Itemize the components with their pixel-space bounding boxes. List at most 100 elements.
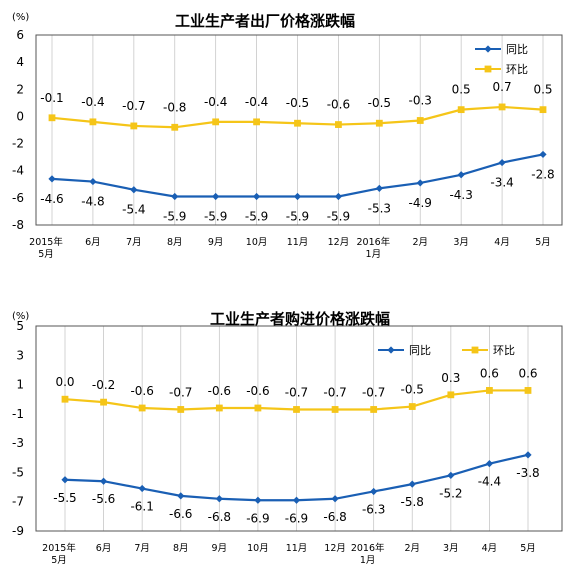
data-label: -5.9 bbox=[245, 210, 268, 224]
data-point bbox=[252, 192, 261, 201]
series-mom: -0.1 -0.4 -0.7 -0.8 -0.4 -0.4 -0.5 -0.6 -0.5 -0.3… bbox=[40, 80, 553, 131]
data-label: -6.9 bbox=[246, 511, 269, 525]
y-axis-unit: (%) bbox=[12, 12, 29, 23]
x-tick-label: 9月 bbox=[208, 237, 224, 248]
gridlines bbox=[64, 326, 529, 531]
legend-entry: 环比 bbox=[475, 63, 528, 76]
data-label: -0.8 bbox=[163, 100, 186, 114]
data-point bbox=[212, 192, 220, 201]
data-label: -0.3 bbox=[409, 94, 432, 108]
data-label: 0.6 bbox=[480, 366, 499, 380]
y-tick-label: 1 bbox=[16, 378, 24, 392]
data-label: -4.6 bbox=[40, 192, 63, 206]
data-label: -0.6 bbox=[246, 384, 269, 398]
data-label: -5.3 bbox=[368, 201, 391, 215]
data-label: -6.6 bbox=[169, 507, 192, 521]
x-tick-label: 2016年 bbox=[351, 542, 385, 554]
x-tick-label: 7月 bbox=[134, 543, 150, 554]
data-label: -0.1 bbox=[40, 91, 63, 105]
data-point bbox=[486, 387, 493, 394]
y-tick-label: -6 bbox=[12, 191, 24, 205]
data-label: -0.7 bbox=[323, 385, 346, 399]
chart-title: 工业生产者购进价格涨跌幅 bbox=[210, 310, 390, 328]
data-point bbox=[457, 106, 465, 114]
y-tick-label: -5 bbox=[12, 465, 24, 479]
data-point bbox=[212, 118, 220, 126]
data-point bbox=[539, 106, 547, 114]
y-tick-label: -3 bbox=[12, 436, 24, 450]
legend-entry: 同比 bbox=[378, 344, 431, 357]
x-tick-label: 2016年 bbox=[356, 236, 390, 248]
data-point bbox=[293, 406, 300, 413]
x-tick-label: 2月 bbox=[412, 237, 428, 248]
legend-marker bbox=[471, 346, 479, 354]
legend-entry: 同比 bbox=[475, 43, 528, 56]
data-label: -0.5 bbox=[401, 383, 424, 397]
y-tick-label: 5 bbox=[16, 319, 24, 333]
data-point bbox=[498, 158, 506, 167]
data-point bbox=[331, 495, 339, 503]
data-label: 0.0 bbox=[55, 375, 74, 389]
x-tick-label: 10月 bbox=[247, 543, 269, 554]
data-point bbox=[294, 119, 301, 127]
data-point bbox=[130, 122, 138, 130]
y-tick-label: -1 bbox=[12, 407, 24, 421]
data-point bbox=[524, 387, 532, 394]
x-tick-label: 2015年 bbox=[42, 542, 76, 554]
data-label: -0.5 bbox=[286, 96, 309, 110]
legend-label: 同比 bbox=[409, 344, 431, 357]
y-tick-label: 6 bbox=[16, 28, 24, 42]
data-label: -6.8 bbox=[323, 510, 346, 524]
data-label: -0.7 bbox=[362, 385, 385, 399]
x-tick-label: 6月 bbox=[96, 543, 112, 554]
x-tick-label: 3月 bbox=[453, 237, 469, 248]
x-tick-label: 6月 bbox=[85, 237, 101, 248]
data-point bbox=[177, 406, 185, 413]
data-label: -6.1 bbox=[130, 500, 153, 514]
x-tick-label: 1月 bbox=[360, 555, 376, 566]
x-tick-label: 3月 bbox=[443, 543, 459, 554]
y-tick-label: 4 bbox=[16, 55, 24, 69]
x-tick-label: 2月 bbox=[404, 543, 420, 554]
gridlines bbox=[51, 35, 544, 225]
plot-border bbox=[35, 325, 563, 532]
data-point bbox=[370, 406, 378, 413]
y-tick-label: -7 bbox=[12, 495, 24, 509]
y-tick-label: 0 bbox=[16, 109, 24, 123]
data-label: -6.9 bbox=[285, 511, 308, 525]
data-label: -5.9 bbox=[163, 210, 186, 224]
data-label: -0.4 bbox=[81, 95, 104, 109]
data-label: -3.4 bbox=[490, 176, 513, 190]
y-tick-label: -9 bbox=[12, 524, 24, 538]
data-point bbox=[48, 175, 56, 183]
plot-border bbox=[35, 34, 563, 226]
data-point bbox=[100, 398, 107, 406]
data-label: -0.6 bbox=[208, 384, 231, 398]
series-yoy: -5.5 -5.6 -6.1 -6.6 -6.8 -6.9 -6.9 -6.8 -6.3 -5.8… bbox=[53, 451, 540, 525]
data-label: -0.7 bbox=[122, 99, 145, 113]
data-label: -6.3 bbox=[362, 502, 385, 516]
data-point bbox=[138, 404, 146, 412]
data-point bbox=[485, 460, 494, 468]
data-point bbox=[416, 179, 424, 187]
legend-label: 环比 bbox=[493, 344, 515, 357]
y-axis-unit: (%) bbox=[12, 311, 29, 322]
y-tick-label: 3 bbox=[16, 348, 24, 362]
x-tick-label: 5月 bbox=[535, 237, 551, 248]
data-point bbox=[215, 404, 223, 412]
data-point bbox=[130, 186, 138, 194]
data-point bbox=[408, 480, 416, 488]
x-tick-label: 11月 bbox=[286, 543, 308, 554]
legend-label: 同比 bbox=[506, 43, 528, 56]
y-tick-label: -8 bbox=[12, 218, 24, 232]
data-label: -4.8 bbox=[81, 195, 104, 209]
data-point bbox=[138, 484, 146, 493]
data-point bbox=[61, 395, 69, 403]
data-point bbox=[408, 403, 416, 410]
data-point bbox=[334, 192, 343, 201]
data-label: 0.3 bbox=[441, 371, 460, 385]
legend-label: 环比 bbox=[506, 63, 528, 76]
data-label: -0.5 bbox=[368, 96, 391, 110]
